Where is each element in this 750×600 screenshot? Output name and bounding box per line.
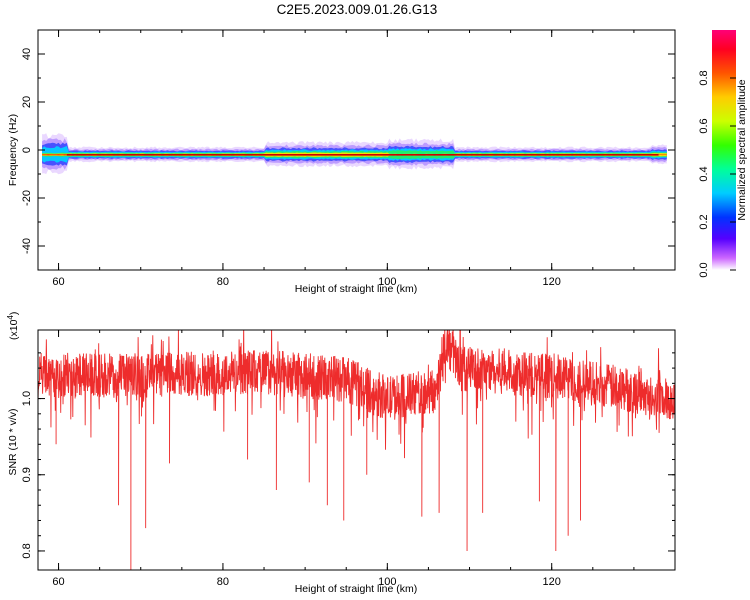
snr-y-label: SNR (10 * v/v) (7, 408, 19, 475)
colorbar-gradient (712, 30, 736, 270)
snr-frame (37, 329, 676, 571)
y-tick-label: -20 (21, 190, 33, 206)
colorbar-tick-label: 0.8 (698, 70, 710, 85)
y-tick-label: 0 (21, 147, 33, 153)
y-tick-label: 0.8 (21, 543, 33, 558)
spectrogram-y-ticks: 40 20 0 -20 -40 (21, 29, 675, 271)
y-tick-label: 40 (21, 48, 33, 60)
colorbar-ticks: 0.0 0.2 0.4 0.6 0.8 (698, 70, 736, 278)
snr-panel: 60 80 100 120 1.0 0.9 0.8 Height of straight … (6, 312, 676, 595)
spectrogram-panel: 60 80 100 120 40 20 0 -20 -40 Height of straigh… (7, 29, 676, 295)
x-tick-label: 60 (52, 276, 64, 288)
snr-x-ticks: 60 80 100 120 (52, 330, 635, 588)
x-tick-label: 60 (52, 576, 64, 588)
spectrogram-x-ticks: 60 80 100 120 (52, 30, 635, 288)
x-tick-label: 100 (378, 276, 396, 288)
colorbar-tick-label: 0.0 (698, 262, 710, 277)
spectrogram-image (42, 133, 667, 175)
snr-scale-label: (x104) (6, 312, 20, 340)
colorbar-tick-label: 0.6 (698, 118, 710, 133)
chart-title: C2E5.2023.009.01.26.G13 (277, 2, 438, 17)
snr-series-line (38, 330, 675, 570)
y-tick-label: 20 (21, 96, 33, 108)
colorbar-label: Normalized spectral amplitude (736, 79, 748, 220)
x-tick-label: 100 (378, 576, 396, 588)
colorbar-tick-label: 0.2 (698, 214, 710, 229)
x-tick-label: 80 (217, 276, 229, 288)
snr-x-label: Height of straight line (km) (295, 583, 418, 595)
spectrogram-x-label: Height of straight line (km) (295, 283, 418, 295)
colorbar: 0.0 0.2 0.4 0.6 0.8 Normalized spectral ampl… (698, 30, 748, 278)
y-tick-label: -40 (21, 238, 33, 254)
x-tick-label: 80 (217, 576, 229, 588)
spectrogram-y-label: Frequency (Hz) (7, 114, 19, 186)
x-tick-label: 120 (543, 276, 561, 288)
colorbar-tick-label: 0.4 (698, 166, 710, 181)
y-tick-label: 1.0 (21, 391, 33, 406)
x-tick-label: 120 (543, 576, 561, 588)
snr-y-ticks: 1.0 0.9 0.8 (21, 352, 675, 559)
y-tick-label: 0.9 (21, 467, 33, 482)
